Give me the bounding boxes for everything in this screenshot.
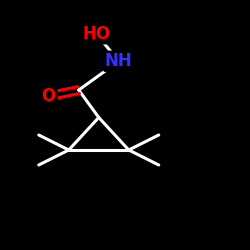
Text: HO: HO	[82, 25, 110, 43]
Text: O: O	[42, 87, 56, 105]
Text: NH: NH	[105, 52, 132, 70]
